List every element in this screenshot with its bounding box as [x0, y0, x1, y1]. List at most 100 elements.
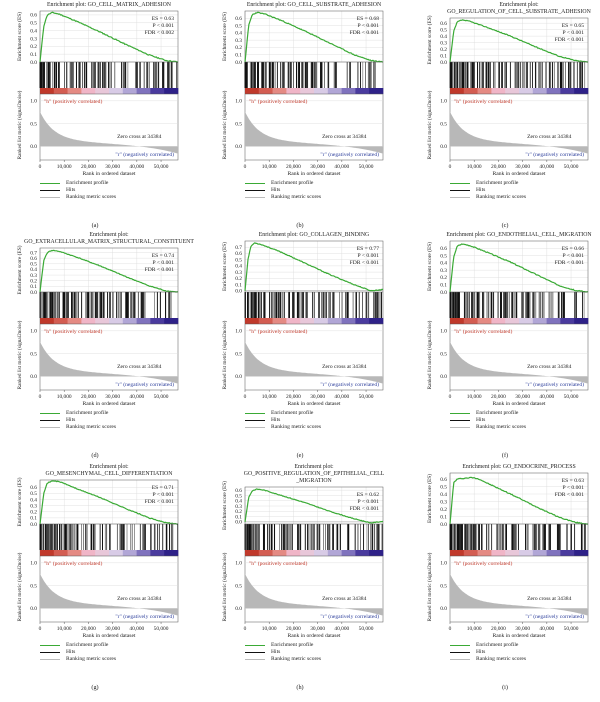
stat-text: P < 0.001 [153, 23, 175, 29]
rank-colour-segment [314, 550, 329, 556]
stat-text: ES = 0.74 [152, 253, 174, 259]
legend-label: Ranking metric scores [271, 424, 322, 430]
enrichment-profile-line [449, 243, 589, 293]
legend-hits: Hits [450, 649, 526, 656]
stat-text: FDR < 0.002 [145, 30, 175, 36]
es-axis-label: Enrichment score (ES) [16, 477, 23, 526]
legend-label: Ranking metric scores [476, 424, 527, 430]
gsea-plot-svg: Enrichment plot: GO_CELL_SUBSTRATE_ADHES… [221, 2, 384, 177]
x-tick-label: 20,000 [286, 626, 301, 632]
metric-tick-label: 0.0 [440, 374, 447, 380]
zero-cross-label: Zero cross at 34384 [322, 134, 366, 140]
rank-colour-segment [150, 88, 165, 94]
stat-text: ES = 0.65 [562, 23, 584, 29]
es-tick-label: 0.4 [235, 264, 242, 270]
x-tick-label: 10,000 [262, 626, 277, 632]
stat-text: ES = 0.63 [562, 478, 584, 484]
x-tick-label: 40,000 [539, 394, 554, 400]
es-tick-label: 0.3 [30, 273, 37, 279]
panel-caption: (h) [296, 684, 304, 691]
panel-caption: (f) [501, 452, 509, 459]
zero-cross-label: Zero cross at 34384 [322, 364, 366, 370]
legend-enrichment-profile: Enrichment profile [40, 642, 116, 649]
x-tick-label: 30,000 [310, 164, 325, 170]
legend-label: Hits [271, 187, 281, 193]
es-tick-label: 0.1 [440, 53, 447, 59]
es-tick-label: 0.2 [235, 276, 242, 282]
x-tick-label: 40,000 [539, 626, 554, 632]
rank-colour-segment [355, 318, 370, 324]
legend-label: Hits [271, 417, 281, 423]
rank-colour-segment [546, 318, 561, 324]
chart-title: GO_REGULATION_OF_CELL_SUBSTRATE_ADHESION [447, 9, 591, 15]
x-tick-label: 0 [39, 164, 42, 170]
es-tick-label: 0.2 [30, 44, 37, 50]
stat-text: FDR < 0.001 [350, 506, 380, 512]
enrichment-profile-line [449, 19, 588, 63]
stat-text: P < 0.001 [358, 23, 380, 29]
rank-colour-segment [150, 550, 165, 556]
rank-colour-segment [122, 88, 137, 94]
rank-colour-segment [519, 550, 534, 556]
legend-label: Enrichment profile [271, 180, 314, 186]
rank-colour-segment [53, 88, 68, 94]
legend-label: Enrichment profile [271, 642, 314, 648]
gsea-plot-svg: Enrichment plot: GO_ENDOCRINE_PROCESS 0.0… [426, 464, 589, 639]
es-tick-label: 0.1 [30, 52, 37, 58]
metric-tick-label: 0.0 [235, 374, 242, 380]
rank-colour-segment [314, 318, 329, 324]
x-tick-label: 0 [449, 164, 452, 170]
enrichment-profile-line [244, 242, 384, 292]
stat-text: FDR < 0.001 [555, 260, 585, 266]
legend-hits: Hits [40, 417, 116, 424]
legend-label: Enrichment profile [476, 180, 519, 186]
positively-correlated-label: "h" (positively correlated) [44, 98, 102, 105]
x-tick-label: 50,000 [564, 626, 579, 632]
x-tick-label: 10,000 [467, 394, 482, 400]
gsea-panel-d: Enrichment plot: GO_EXTRACELLULAR_MATRIX_… [0, 230, 194, 464]
ranking-metric-area [245, 111, 383, 154]
metric-tick-label: 0.5 [440, 121, 447, 127]
stat-text: P < 0.001 [358, 499, 380, 505]
metric-tick-label: 1.0 [235, 99, 242, 105]
es-tick-label: 0.1 [235, 282, 242, 288]
positively-correlated-label: "h" (positively correlated) [249, 98, 307, 105]
stat-text: ES = 0.62 [357, 492, 379, 498]
x-axis-label: Rank in ordered dataset [83, 633, 136, 639]
legend-label: Enrichment profile [66, 180, 109, 186]
es-tick-label: 0.4 [30, 267, 37, 273]
legend-label: Ranking metric scores [66, 424, 117, 430]
rank-colour-segment [245, 88, 260, 94]
metric-axis-label: Ranked list metric (signal2noise) [426, 552, 433, 621]
es-axis-label: Enrichment score (ES) [16, 12, 23, 61]
negatively-correlated-label: "r" (negatively correlated) [115, 613, 174, 620]
rank-colour-segment [67, 550, 82, 556]
metric-tick-label: 0.5 [440, 583, 447, 589]
es-axis-label: Enrichment score (ES) [221, 242, 228, 291]
chart-title: Enrichment plot: GO_ENDOTHELIAL_CELL_MIG… [446, 232, 592, 238]
rank-colour-segment [164, 88, 179, 94]
legend-label: Hits [476, 417, 486, 423]
ranking-metric-area [40, 111, 178, 154]
metric-tick-label: 0.0 [235, 606, 242, 612]
es-tick-label: 0.3 [30, 36, 37, 42]
ranking-metric-area [450, 111, 588, 154]
es-axis-label: Enrichment score (ES) [426, 474, 433, 523]
rank-colour-segment [286, 88, 301, 94]
panel-caption: (e) [296, 452, 304, 459]
metric-tick-label: 0.0 [235, 144, 242, 150]
legend: Enrichment profile Hits Ranking metric s… [450, 642, 526, 663]
legend-label: Ranking metric scores [271, 656, 322, 662]
legend-enrichment-profile: Enrichment profile [450, 410, 526, 417]
rank-colour-segment [450, 550, 465, 556]
x-tick-label: 50,000 [359, 164, 374, 170]
x-tick-label: 10,000 [57, 626, 72, 632]
metric-axis-label: Ranked list metric (signal2noise) [221, 552, 228, 621]
es-tick-label: 0.1 [235, 514, 242, 520]
es-tick-label: 0.0 [235, 60, 242, 66]
ranking-metric-area [245, 341, 383, 384]
legend-enrichment-profile: Enrichment profile [450, 642, 526, 649]
gsea-panel-f: Enrichment plot: GO_ENDOTHELIAL_CELL_MIG… [410, 230, 600, 464]
zero-cross-label: Zero cross at 34384 [117, 134, 161, 140]
legend-ranking-metric-scores: Ranking metric scores [245, 194, 321, 201]
